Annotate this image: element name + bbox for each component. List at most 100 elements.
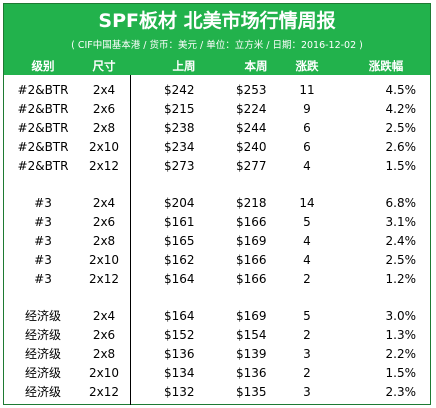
cell-change: 5 bbox=[303, 309, 311, 323]
table-row: #3 2x12 $164 $166 2 1.2% bbox=[4, 270, 430, 289]
table-row: #2&BTR 2x12 $273 $277 4 1.5% bbox=[4, 157, 430, 176]
cell-grade: 经济级 bbox=[24, 385, 61, 399]
cell-this-week: $169 bbox=[236, 234, 267, 248]
table-row: 经济级 2x4 $164 $169 5 3.0% bbox=[4, 307, 430, 326]
cell-grade: #2&BTR bbox=[17, 140, 69, 154]
cell-grade: 经济级 bbox=[24, 366, 61, 380]
cell-change: 2 bbox=[303, 366, 311, 380]
header-change-pct: 涨跌幅 bbox=[368, 59, 404, 73]
cell-change-pct: 3.0% bbox=[385, 309, 417, 323]
cell-change-pct: 1.5% bbox=[385, 366, 417, 380]
report-title: SPF板材 北美市场行情周报 bbox=[98, 10, 336, 32]
cell-change-pct: 2.2% bbox=[385, 347, 417, 361]
cell-size: 2x12 bbox=[88, 159, 119, 173]
header-size: 尺寸 bbox=[92, 59, 116, 73]
cell-grade: #3 bbox=[34, 272, 52, 286]
table-row: #3 2x6 $161 $166 5 3.1% bbox=[4, 213, 430, 232]
table-row: #3 2x8 $165 $169 4 2.4% bbox=[4, 232, 430, 251]
cell-change-pct: 2.5% bbox=[385, 121, 417, 135]
cell-last-week: $238 bbox=[164, 121, 195, 135]
cell-this-week: $136 bbox=[236, 366, 267, 380]
cell-size: 2x8 bbox=[92, 121, 116, 135]
cell-change: 3 bbox=[303, 347, 311, 361]
cell-change: 6 bbox=[303, 140, 311, 154]
cell-grade: #3 bbox=[34, 215, 52, 229]
cell-size: 2x8 bbox=[92, 347, 116, 361]
table-row: #3 2x10 $162 $166 4 2.5% bbox=[4, 251, 430, 270]
cell-size: 2x6 bbox=[92, 102, 116, 116]
cell-this-week: $277 bbox=[236, 159, 267, 173]
cell-this-week: $244 bbox=[236, 121, 267, 135]
cell-this-week: $240 bbox=[236, 140, 267, 154]
cell-grade: #2&BTR bbox=[17, 159, 69, 173]
cell-size: 2x10 bbox=[88, 253, 119, 267]
cell-size: 2x8 bbox=[92, 234, 116, 248]
table-row: #2&BTR 2x8 $238 $244 6 2.5% bbox=[4, 119, 430, 138]
cell-change-pct: 2.6% bbox=[385, 140, 417, 154]
cell-change: 2 bbox=[303, 272, 311, 286]
cell-last-week: $164 bbox=[164, 309, 195, 323]
column-divider bbox=[130, 75, 131, 405]
cell-this-week: $218 bbox=[236, 196, 267, 210]
cell-grade: #2&BTR bbox=[17, 102, 69, 116]
cell-this-week: $166 bbox=[236, 215, 267, 229]
cell-last-week: $165 bbox=[164, 234, 195, 248]
cell-this-week: $139 bbox=[236, 347, 267, 361]
cell-grade: #2&BTR bbox=[17, 83, 69, 97]
cell-last-week: $204 bbox=[164, 196, 195, 210]
cell-change: 4 bbox=[303, 234, 311, 248]
cell-last-week: $132 bbox=[164, 385, 195, 399]
cell-change-pct: 6.8% bbox=[385, 196, 417, 210]
cell-change: 5 bbox=[303, 215, 311, 229]
report-subtitle: ( CIF中国基本港 / 货币：美元 / 单位：立方米 / 日期：2016-12… bbox=[71, 40, 363, 51]
table-row: 经济级 2x10 $134 $136 2 1.5% bbox=[4, 364, 430, 383]
cell-this-week: $224 bbox=[236, 102, 267, 116]
cell-change: 3 bbox=[303, 385, 311, 399]
cell-size: 2x4 bbox=[92, 83, 116, 97]
table-row: #3 2x4 $204 $218 14 6.8% bbox=[4, 194, 430, 213]
cell-change-pct: 1.3% bbox=[385, 328, 417, 342]
cell-change: 2 bbox=[303, 328, 311, 342]
header-change: 涨跌 bbox=[295, 59, 319, 73]
cell-last-week: $162 bbox=[164, 253, 195, 267]
cell-last-week: $164 bbox=[164, 272, 195, 286]
table-row: 经济级 2x8 $136 $139 3 2.2% bbox=[4, 345, 430, 364]
cell-last-week: $215 bbox=[164, 102, 195, 116]
header-last-week: 上周 bbox=[172, 59, 196, 73]
cell-grade: 经济级 bbox=[24, 347, 61, 361]
header-this-week: 本周 bbox=[244, 59, 268, 73]
cell-grade: #3 bbox=[34, 196, 52, 210]
cell-change: 9 bbox=[303, 102, 311, 116]
cell-last-week: $234 bbox=[164, 140, 195, 154]
table-row: 经济级 2x6 $152 $154 2 1.3% bbox=[4, 326, 430, 345]
cell-change-pct: 2.4% bbox=[385, 234, 417, 248]
cell-size: 2x6 bbox=[92, 215, 116, 229]
cell-change: 11 bbox=[299, 83, 315, 97]
cell-size: 2x10 bbox=[88, 140, 119, 154]
header-banner: SPF板材 北美市场行情周报 ( CIF中国基本港 / 货币：美元 / 单位：立… bbox=[4, 4, 430, 75]
table-row: #2&BTR 2x4 $242 $253 11 4.5% bbox=[4, 81, 430, 100]
cell-last-week: $273 bbox=[164, 159, 195, 173]
cell-change-pct: 1.2% bbox=[385, 272, 417, 286]
cell-change-pct: 2.3% bbox=[385, 385, 417, 399]
cell-this-week: $169 bbox=[236, 309, 267, 323]
cell-last-week: $242 bbox=[164, 83, 195, 97]
cell-this-week: $166 bbox=[236, 272, 267, 286]
cell-size: 2x10 bbox=[88, 366, 119, 380]
cell-grade: #2&BTR bbox=[17, 121, 69, 135]
header-grade: 级别 bbox=[31, 59, 55, 73]
cell-this-week: $135 bbox=[236, 385, 267, 399]
table-row: #2&BTR 2x10 $234 $240 6 2.6% bbox=[4, 138, 430, 157]
cell-grade: 经济级 bbox=[24, 328, 61, 342]
cell-this-week: $154 bbox=[236, 328, 267, 342]
cell-change-pct: 4.5% bbox=[385, 83, 417, 97]
cell-size: 2x6 bbox=[92, 328, 116, 342]
cell-grade: #3 bbox=[34, 234, 52, 248]
table-row: 经济级 2x12 $132 $135 3 2.3% bbox=[4, 383, 430, 402]
cell-size: 2x4 bbox=[92, 196, 116, 210]
cell-change-pct: 3.1% bbox=[385, 215, 417, 229]
price-report-table: SPF板材 北美市场行情周报 ( CIF中国基本港 / 货币：美元 / 单位：立… bbox=[3, 3, 431, 405]
cell-size: 2x4 bbox=[92, 309, 116, 323]
cell-change: 14 bbox=[299, 196, 315, 210]
cell-change-pct: 2.5% bbox=[385, 253, 417, 267]
